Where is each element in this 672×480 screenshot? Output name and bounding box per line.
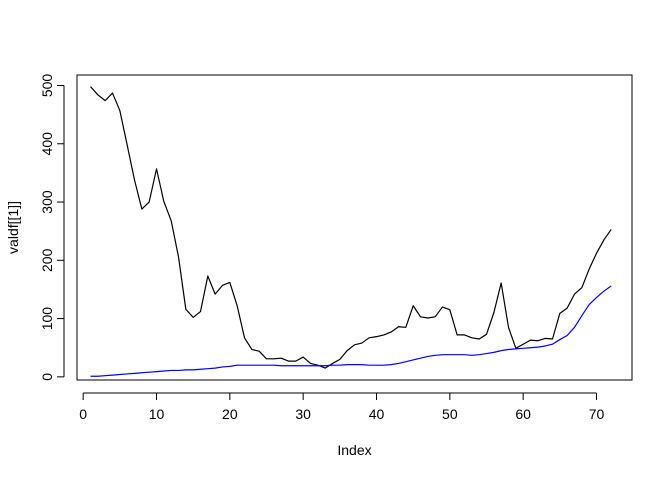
series-layer bbox=[90, 86, 612, 377]
y-axis-label: valdf[[1]] bbox=[5, 201, 21, 254]
x-tick-label: 10 bbox=[149, 406, 165, 422]
plot-box bbox=[76, 74, 633, 381]
x-axis-label: Index bbox=[337, 442, 371, 458]
x-tick-label: 60 bbox=[515, 406, 531, 422]
y-tick-label: 500 bbox=[39, 74, 55, 98]
y-tick-label: 0 bbox=[39, 373, 55, 381]
series-line-2 bbox=[90, 285, 612, 377]
x-tick-label: 50 bbox=[442, 406, 458, 422]
series-line-1 bbox=[90, 86, 612, 369]
x-tick-label: 20 bbox=[222, 406, 238, 422]
x-tick-label: 40 bbox=[369, 406, 385, 422]
y-tick-label: 200 bbox=[39, 248, 55, 272]
x-tick-label: 30 bbox=[295, 406, 311, 422]
x-axis: 0 10 20 30 40 50 60 70 bbox=[79, 392, 605, 422]
y-tick-label: 300 bbox=[39, 190, 55, 214]
x-tick-label: 0 bbox=[79, 406, 87, 422]
y-axis: 0 100 200 300 400 500 bbox=[39, 74, 65, 381]
x-tick-label: 70 bbox=[589, 406, 605, 422]
y-tick-label: 400 bbox=[39, 132, 55, 156]
y-tick-label: 100 bbox=[39, 307, 55, 331]
